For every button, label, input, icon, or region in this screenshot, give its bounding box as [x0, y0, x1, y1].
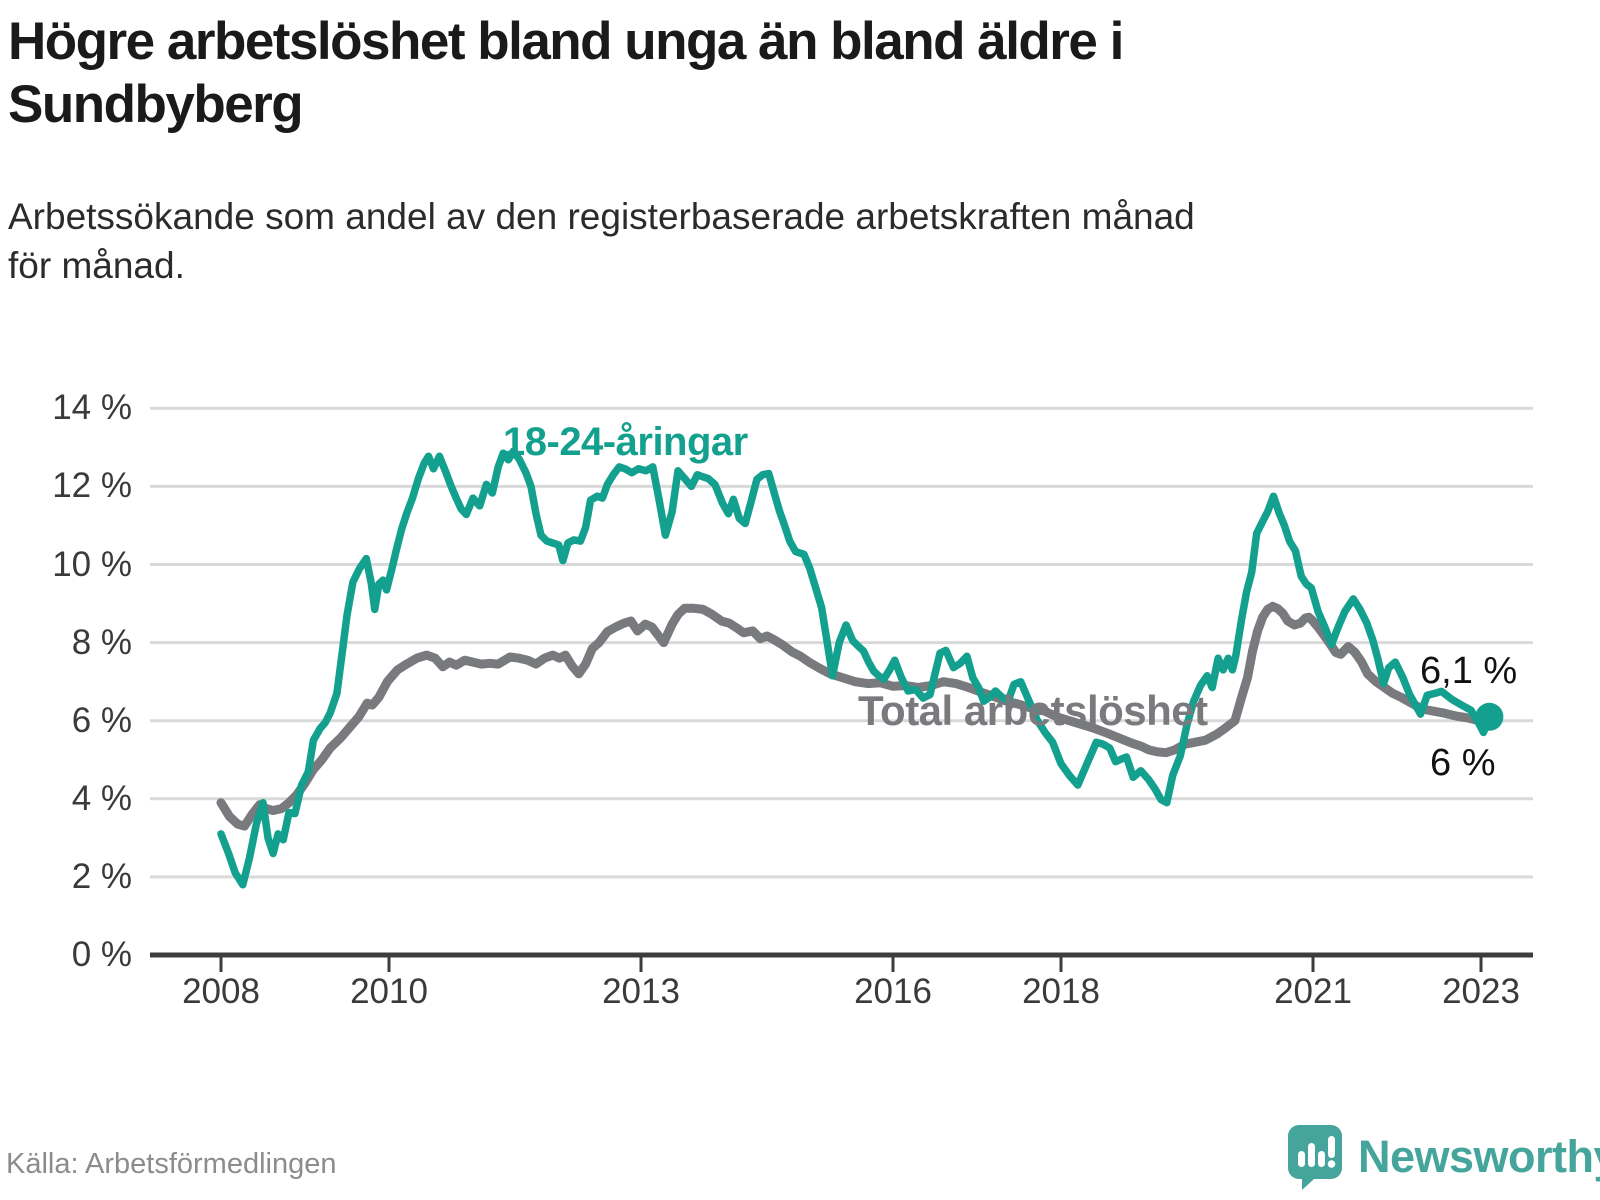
series-label-18-24: 18-24-åringar	[503, 420, 748, 464]
y-axis-tick-label: 0 %	[71, 935, 132, 974]
x-axis-tick-label: 2013	[602, 972, 680, 1011]
y-axis-tick-label: 8 %	[71, 622, 132, 662]
y-axis-tick-label: 10 %	[52, 544, 132, 584]
page-title: Högre arbetslöshet bland unga än bland ä…	[8, 10, 1593, 136]
y-axis-tick-label: 6 %	[71, 700, 132, 740]
page-title-line-2: Sundbyberg	[8, 75, 304, 134]
x-axis-tick-label: 2010	[350, 972, 428, 1011]
y-axis-tick-label: 2 %	[71, 856, 132, 896]
y-axis-tick-label: 12 %	[52, 466, 132, 506]
series-line-18-24	[217, 447, 1494, 889]
x-axis-tick-label: 2016	[854, 972, 932, 1011]
source-note: Källa: Arbetsförmedlingen	[6, 1148, 337, 1180]
series-line-total	[216, 601, 1494, 831]
page-subtitle: Arbetssökande som andel av den registerb…	[8, 192, 1593, 290]
end-dot	[1475, 702, 1504, 731]
x-axis-tick-label: 2023	[1442, 972, 1520, 1011]
newsworthy-logo-icon	[1288, 1125, 1342, 1190]
series-label-total: Total arbetslöshet	[858, 687, 1208, 734]
x-axis-tick-label: 2008	[182, 972, 260, 1011]
end-value-label-18-24: 6,1 %	[1420, 650, 1518, 692]
x-axis-tick-label: 2021	[1274, 972, 1352, 1011]
newsworthy-logo-text: Newsworthy	[1358, 1131, 1600, 1182]
y-axis-tick-label: 4 %	[71, 778, 132, 818]
end-value-label-total: 6 %	[1430, 742, 1496, 784]
page-subtitle-line-1: Arbetssökande som andel av den registerb…	[8, 196, 1195, 237]
page-subtitle-line-2: för månad.	[8, 245, 185, 286]
y-axis-tick-label: 14 %	[52, 388, 132, 428]
page-title-line-1: Högre arbetslöshet bland unga än bland ä…	[8, 12, 1124, 71]
newsworthy-logo: Newsworthy	[1286, 1122, 1600, 1192]
x-axis-tick-label: 2018	[1022, 972, 1100, 1011]
